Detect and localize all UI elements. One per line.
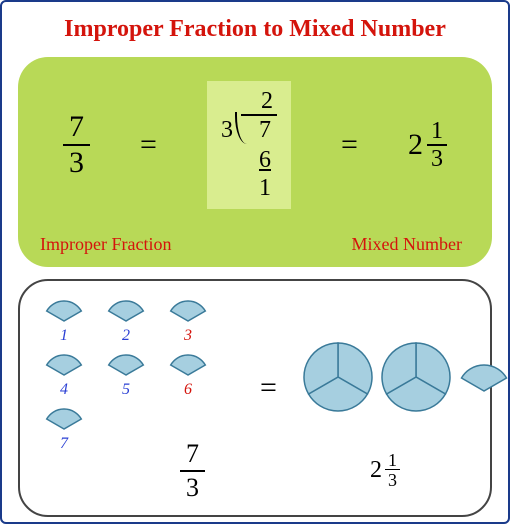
bottom-mixed-num: 1 [385, 451, 400, 470]
long-division: 2 3 7 6 1 [207, 81, 291, 209]
circle-thirds-icon [380, 341, 452, 413]
longdiv-line: 3 7 [217, 116, 281, 146]
mixed-fraction: 1 3 [427, 119, 447, 171]
wedge-cell: 6 [166, 349, 210, 399]
wedge-icon [106, 349, 146, 379]
bottom-fraction: 7 3 [180, 439, 205, 503]
wedge-number: 7 [60, 435, 68, 453]
bottom-mixed: 2 1 3 [370, 451, 400, 489]
improper-fraction: 7 3 [63, 112, 90, 178]
wedge-cell: 7 [42, 403, 86, 453]
wedge-number: 2 [122, 327, 130, 345]
wedge-number: 3 [184, 327, 192, 345]
label-mixed: Mixed Number [352, 234, 462, 255]
mixed-whole: 2 [408, 128, 423, 162]
label-improper: Improper Fraction [40, 234, 171, 255]
longdiv-quotient: 2 [217, 87, 281, 116]
wedge-grid: 1 2 3 4 5 6 7 [42, 295, 222, 457]
wedge-icon [168, 349, 208, 379]
wedge-cell: 4 [42, 349, 86, 399]
bottom-frac-num: 7 [180, 439, 205, 472]
bottom-mixed-whole: 2 [370, 457, 382, 484]
wedge-row: 4 5 6 [42, 349, 222, 399]
wedge-icon [168, 295, 208, 325]
wedge-cell: 1 [42, 295, 86, 345]
wedge-number: 5 [122, 381, 130, 399]
mixed-den: 3 [431, 146, 443, 171]
bottom-frac-den: 3 [180, 472, 205, 503]
wedge-number: 1 [60, 327, 68, 345]
circle-group [302, 341, 510, 413]
wedge-icon [458, 359, 510, 395]
panel-visual: 1 2 3 4 5 6 7 7 3 = 2 1 3 [18, 279, 492, 517]
panel-equation: 7 3 = 2 3 7 6 1 = 2 1 3 [18, 57, 492, 267]
wedge-number: 6 [184, 381, 192, 399]
mixed-num: 1 [427, 119, 447, 146]
bottom-mixed-frac: 1 3 [385, 451, 400, 489]
longdiv-bracket [235, 112, 249, 144]
longdiv-divisor: 3 [221, 116, 233, 145]
title: Improper Fraction to Mixed Number [12, 16, 498, 43]
longdiv-dividend: 7 [259, 116, 271, 145]
wedge-cell: 2 [104, 295, 148, 345]
bottom-mixed-den: 3 [388, 470, 397, 489]
wedge-icon [106, 295, 146, 325]
longdiv-remainder: 1 [217, 174, 281, 203]
equals-2: = [341, 128, 358, 162]
wedge-cell: 5 [104, 349, 148, 399]
wedge-icon [44, 295, 84, 325]
equation-row: 7 3 = 2 3 7 6 1 = 2 1 3 [38, 75, 472, 215]
mixed-number: 2 1 3 [408, 119, 447, 171]
wedge-number: 4 [60, 381, 68, 399]
wedge-row: 1 2 3 [42, 295, 222, 345]
fraction-denominator: 3 [69, 146, 84, 178]
longdiv-subtract: 6 [217, 146, 281, 175]
bottom-equals: = [260, 371, 277, 405]
circle-thirds-icon [302, 341, 374, 413]
wedge-cell: 3 [166, 295, 210, 345]
equals-1: = [140, 128, 157, 162]
fraction-numerator: 7 [63, 112, 90, 146]
diagram-frame: Improper Fraction to Mixed Number 7 3 = … [0, 0, 510, 524]
wedge-icon [44, 403, 84, 433]
wedge-icon [44, 349, 84, 379]
